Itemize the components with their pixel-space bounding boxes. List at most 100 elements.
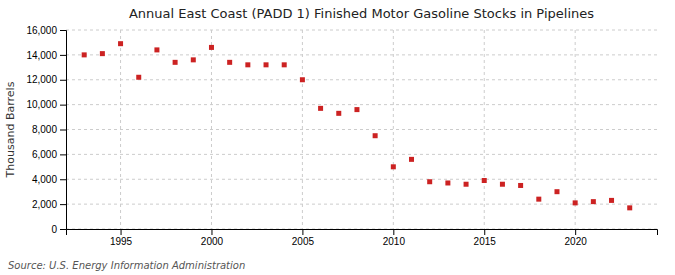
point	[391, 164, 396, 169]
title: Annual East Coast (PADD 1) Finished Moto…	[129, 6, 594, 21]
point	[336, 111, 341, 116]
x-tick-mark	[211, 229, 212, 235]
point	[245, 62, 250, 67]
point	[536, 197, 541, 202]
point	[282, 62, 287, 67]
x-tick-mark	[484, 229, 485, 235]
x-tick-mark	[393, 229, 394, 235]
point	[373, 133, 378, 138]
grid-line-y	[66, 129, 657, 130]
grid-line-x	[211, 30, 212, 229]
source: Source: U.S. Energy Information Administ…	[8, 260, 245, 271]
y-tick-mark	[60, 130, 66, 131]
y-tick-label: 6,000	[32, 149, 57, 160]
point	[500, 182, 505, 187]
x-tick-mark	[302, 229, 303, 235]
y-tick: 14,000	[26, 50, 66, 61]
grid-line-y	[66, 179, 657, 180]
point	[482, 178, 487, 183]
x-tick-label: 2015	[474, 236, 497, 247]
y-tick: 16,000	[26, 25, 66, 36]
grid	[66, 30, 657, 229]
x-tick-mark	[575, 229, 576, 235]
point	[118, 41, 123, 46]
y-axis-title: Thousand Barrels	[4, 81, 17, 178]
y-tick-mark	[60, 154, 66, 155]
grid-line-x	[484, 30, 485, 229]
point	[518, 183, 523, 188]
point	[445, 180, 450, 185]
point	[409, 157, 414, 162]
point	[227, 60, 232, 65]
grid-line-y	[66, 204, 657, 205]
grid-line-y	[66, 54, 657, 55]
x-tick-label: 2000	[201, 236, 224, 247]
x-tick-label: 2005	[292, 236, 315, 247]
y-tick-label: 16,000	[26, 25, 57, 36]
grid-line-y	[66, 79, 657, 80]
x-tick-mark	[121, 229, 122, 235]
y-tick: 12,000	[26, 74, 66, 85]
point	[154, 47, 159, 52]
y-tick-mark	[60, 105, 66, 106]
y-tick-label: 14,000	[26, 50, 57, 61]
grid-line-x	[302, 30, 303, 229]
point	[627, 205, 632, 210]
point	[82, 52, 87, 57]
point	[354, 107, 359, 112]
point	[609, 198, 614, 203]
point	[173, 60, 178, 65]
point	[209, 45, 214, 50]
y-tick: 6,000	[32, 149, 66, 160]
x-tick-label: 2010	[383, 236, 406, 247]
y-tick: 0	[51, 224, 66, 235]
y-tick-mark	[60, 55, 66, 56]
point	[191, 57, 196, 62]
x-tick: 2015	[474, 229, 497, 247]
x-tick-label: 1995	[110, 236, 133, 247]
point	[264, 62, 269, 67]
grid-line-x	[120, 30, 121, 229]
x-tick: 2005	[292, 229, 315, 247]
plot: 1995 2000 2005 2010 2015 2020 0 2,000 4,000 6,000…	[26, 25, 657, 247]
y-tick: 4,000	[32, 174, 66, 185]
x-axis: 1995 2000 2005 2010 2015 2020	[67, 229, 658, 247]
y-tick-label: 4,000	[32, 174, 57, 185]
y-tick-mark	[60, 204, 66, 205]
y-tick-label: 8,000	[32, 124, 57, 135]
y-tick: 8,000	[32, 124, 66, 135]
y-tick-label: 12,000	[26, 74, 57, 85]
y-tick-mark	[60, 229, 66, 230]
point	[464, 182, 469, 187]
y-tick-mark	[60, 30, 66, 31]
y-axis-line	[60, 31, 67, 230]
grid-line-x	[393, 30, 394, 229]
grid-line-y	[66, 30, 657, 31]
y-tick-mark	[60, 179, 66, 180]
x-axis-line	[67, 230, 658, 236]
x-tick: 2020	[565, 229, 588, 247]
point	[427, 179, 432, 184]
chart: 1995 2000 2005 2010 2015 2020 0 2,000 4,000 6,000…	[0, 0, 675, 275]
y-axis: 0 2,000 4,000 6,000 8,000 10,000 12,000 14,000 1…	[26, 25, 66, 235]
y-tick: 10,000	[26, 99, 66, 110]
y-tick: 2,000	[32, 199, 66, 210]
x-tick: 2010	[383, 229, 406, 247]
points	[82, 41, 633, 210]
point	[136, 75, 141, 80]
point	[100, 51, 105, 56]
y-tick-label: 10,000	[26, 99, 57, 110]
point	[591, 199, 596, 204]
point	[318, 106, 323, 111]
x-tick: 2000	[201, 229, 224, 247]
point	[554, 189, 559, 194]
grid-line-y	[66, 104, 657, 105]
grid-line-x	[575, 30, 576, 229]
y-tick-mark	[60, 80, 66, 81]
point	[573, 200, 578, 205]
y-tick-label: 0	[51, 224, 57, 235]
point	[300, 77, 305, 82]
grid-line-y	[66, 154, 657, 155]
y-tick-label: 2,000	[32, 199, 57, 210]
x-tick-label: 2020	[565, 236, 588, 247]
